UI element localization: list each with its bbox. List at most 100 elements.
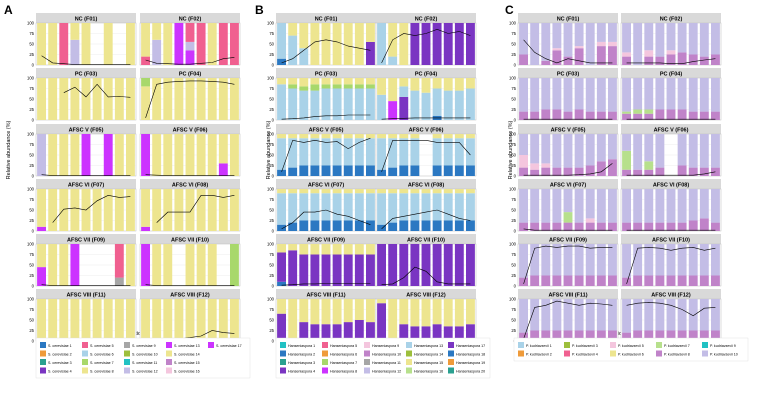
facet-7: AFSC VI (F07) 0 25 50 75 100 [267, 179, 377, 234]
bar-segment-yellow [70, 78, 80, 120]
bar-segment-lightblue [377, 23, 386, 65]
bar-segment-mauve [688, 330, 698, 341]
bar-segment-magenta [81, 134, 91, 176]
bar-segment-yellow [366, 23, 375, 42]
y-tick-label: 0 [272, 284, 275, 289]
facet-title: PC (F03) [557, 72, 579, 78]
legend-label: S. cerevisiae 8 [90, 369, 114, 373]
legend-swatch [322, 359, 328, 365]
y-tick-label: 25 [269, 107, 274, 112]
facet-title: NC (F01) [315, 17, 338, 23]
bar-segment-yellow [152, 134, 162, 176]
y-tick-label: 75 [29, 252, 34, 257]
bar-segment-lightblue [321, 138, 331, 166]
bar-segment-lavender [596, 244, 606, 276]
bar-segment-mauve [655, 222, 665, 231]
bar-segment-purple [399, 324, 409, 341]
bar-segment-yellow [277, 134, 286, 139]
bar-segment-mauve [596, 275, 606, 286]
bar-segment-yellow [421, 189, 431, 194]
bar-segment-lavender [541, 244, 551, 276]
bar-segment-lightgreen [622, 150, 631, 170]
bar-segment-lightblue [310, 193, 320, 221]
bar-segment-blue [377, 169, 386, 176]
y-tick-label: 50 [511, 97, 516, 102]
bar-segment-mauve [622, 56, 631, 65]
legend-swatch [702, 350, 708, 357]
bar-segment-mauve [677, 165, 687, 176]
bar-segment-mauve [585, 330, 595, 341]
bar-segment-yellow [207, 244, 217, 286]
legend-swatch [40, 342, 46, 348]
bar-segment-lavender [519, 244, 528, 278]
y-tick-label: 50 [511, 153, 516, 158]
bar-segment-yellow [196, 78, 206, 120]
y-tick-label: 0 [514, 174, 517, 179]
bar-segment-yellow [332, 299, 342, 325]
bar-segment-lavender [541, 78, 551, 110]
facet-2: NC (F02) [139, 13, 241, 66]
bar-segment-yellow [454, 78, 464, 91]
bar-segment-lightblue [288, 138, 298, 168]
bar-segment-lightgreen [633, 109, 643, 114]
bar-segment-lavender [552, 23, 562, 49]
bar-segment-yellow [37, 299, 46, 341]
bar-segment-yellow [399, 23, 409, 65]
bar-segment-mauve [574, 167, 584, 176]
bar-segment-pink [185, 23, 195, 42]
bar-segment-lavender [655, 189, 665, 223]
bar-segment-lightblue [466, 88, 475, 120]
abundance-line [626, 171, 716, 176]
y-tick-label: 50 [269, 153, 274, 158]
abundance-line [381, 117, 471, 120]
bar-segment-mauve [530, 111, 540, 120]
facet-strip [621, 234, 721, 244]
y-tick-label: 25 [511, 328, 516, 333]
bar-segment-lavender [677, 189, 687, 223]
bar-segment-purple [466, 23, 475, 65]
bar-segment-lightpink [596, 41, 606, 47]
y-axis-label: Relative abundance (%) [6, 120, 12, 179]
bar-segment-blue [432, 165, 442, 176]
bar-segment-blue [277, 224, 286, 231]
bar-segment-yellow [48, 78, 58, 120]
bar-segment-mauve [655, 109, 665, 120]
legend-label: P. kudriavzevii 5 [618, 344, 644, 348]
y-tick-label: 50 [269, 208, 274, 213]
facet-title: AFSC V (F06) [654, 128, 689, 134]
bar-segment-yellow [37, 189, 46, 227]
bar-segment-blue [354, 220, 364, 231]
bar-segment-green [354, 84, 364, 89]
bar-segment-lightblue [454, 193, 464, 221]
abundance-line [145, 174, 235, 176]
panel-letter-B: B [255, 3, 264, 17]
bar-segment-lightblue [299, 138, 309, 166]
bar-segment-yellow [399, 189, 409, 194]
bar-segment-mauve [563, 111, 573, 120]
facet-10: AFSC VII (F10) [139, 234, 241, 287]
bar-segment-lightblue [354, 138, 364, 166]
bar-segment-mauve [552, 109, 562, 120]
facet-title: PC (F04) [660, 72, 682, 78]
bar-segment-yellow [388, 78, 398, 102]
bar-segment-lavender [677, 134, 687, 166]
bar-segment-yellow [70, 299, 80, 341]
bar-segment-lightpink [574, 46, 584, 49]
bar-segment-yellow [141, 299, 150, 341]
bar-segment-lightblue [354, 88, 364, 120]
legend-label: S. cerevisiae 14 [174, 352, 200, 356]
bar-segment-lightblue [277, 23, 286, 59]
bar-segment-pink [141, 56, 150, 65]
facet-title: AFSC V (F05) [551, 128, 586, 134]
bar-segment-mauve [608, 330, 617, 341]
bar-segment-yellow [288, 78, 298, 85]
y-tick-label: 100 [267, 76, 275, 81]
bar-segment-mauve [711, 275, 720, 286]
bar-segment-lightgreen [644, 109, 654, 114]
bar-segment-mauve [655, 167, 665, 176]
legend-label: Hanseniaspora 19 [456, 361, 485, 365]
bar-segment-yellow [288, 23, 298, 36]
bar-segment-purple [399, 96, 409, 120]
bar-segment-mauve [677, 275, 687, 286]
abundance-line [145, 284, 235, 286]
